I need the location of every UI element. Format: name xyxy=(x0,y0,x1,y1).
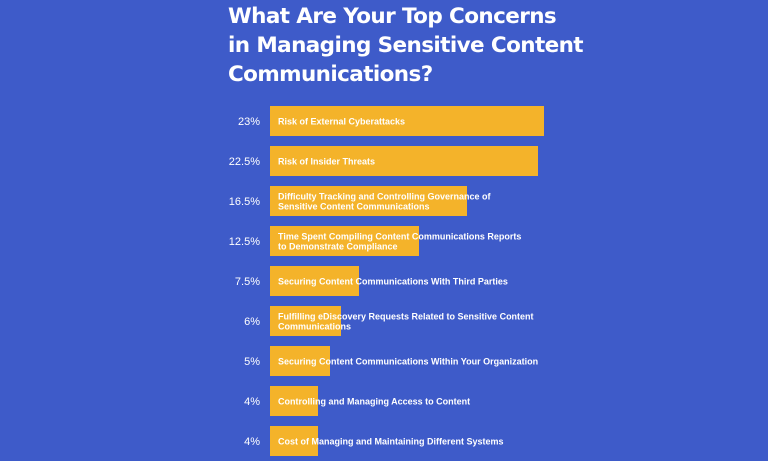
category-label-line: Securing Content Communications With Thi… xyxy=(278,277,508,287)
chart-title-line-3: Communications? xyxy=(228,62,433,87)
value-label-6: 6% xyxy=(244,316,260,328)
category-label-line: Risk of Insider Threats xyxy=(278,157,375,167)
category-label-line: Communications xyxy=(278,322,351,332)
value-label-9: 4% xyxy=(244,436,260,448)
category-label-9: Cost of Managing and Maintaining Differe… xyxy=(278,437,504,447)
bar-3 xyxy=(270,186,467,216)
category-label-line: Difficulty Tracking and Controlling Gove… xyxy=(278,192,492,202)
category-label-line: Controlling and Managing Access to Conte… xyxy=(278,397,470,407)
category-label-8: Controlling and Managing Access to Conte… xyxy=(278,397,470,407)
category-label-line: Cost of Managing and Maintaining Differe… xyxy=(278,437,504,447)
value-label-1: 23% xyxy=(238,116,260,128)
category-label-7: Securing Content Communications Within Y… xyxy=(278,357,538,367)
bar-5 xyxy=(270,266,359,296)
category-label-2: Risk of Insider Threats xyxy=(278,157,375,167)
bar-4 xyxy=(270,226,419,256)
chart-title-line-1: What Are Your Top Concerns xyxy=(228,4,557,29)
value-label-3: 16.5% xyxy=(229,196,260,208)
category-label-line: Fulfilling eDiscovery Requests Related t… xyxy=(278,312,534,322)
category-label-line: Time Spent Compiling Content Communicati… xyxy=(278,232,521,242)
category-label-6: Fulfilling eDiscovery Requests Related t… xyxy=(278,312,534,332)
category-label-line: Securing Content Communications Within Y… xyxy=(278,357,538,367)
bar-7 xyxy=(270,346,330,376)
value-label-5: 7.5% xyxy=(235,276,260,288)
category-label-line: Risk of External Cyberattacks xyxy=(278,117,405,127)
value-label-7: 5% xyxy=(244,356,260,368)
bar-8 xyxy=(270,386,318,416)
value-label-4: 12.5% xyxy=(229,236,260,248)
bar-6 xyxy=(270,306,341,336)
category-label-line: to Demonstrate Compliance xyxy=(278,242,398,252)
category-label-line: Sensitive Content Communications xyxy=(278,202,430,212)
bar-2 xyxy=(270,146,538,176)
value-label-8: 4% xyxy=(244,396,260,408)
category-label-1: Risk of External Cyberattacks xyxy=(278,117,405,127)
bar-1 xyxy=(270,106,544,136)
chart-title-line-2: in Managing Sensitive Content xyxy=(228,33,584,58)
category-label-3: Difficulty Tracking and Controlling Gove… xyxy=(278,192,492,212)
value-label-2: 22.5% xyxy=(229,156,260,168)
category-label-5: Securing Content Communications With Thi… xyxy=(278,277,508,287)
chart-title: What Are Your Top Concerns in Managing S… xyxy=(228,2,628,89)
category-label-4: Time Spent Compiling Content Communicati… xyxy=(278,232,521,252)
bar-9 xyxy=(270,426,318,456)
